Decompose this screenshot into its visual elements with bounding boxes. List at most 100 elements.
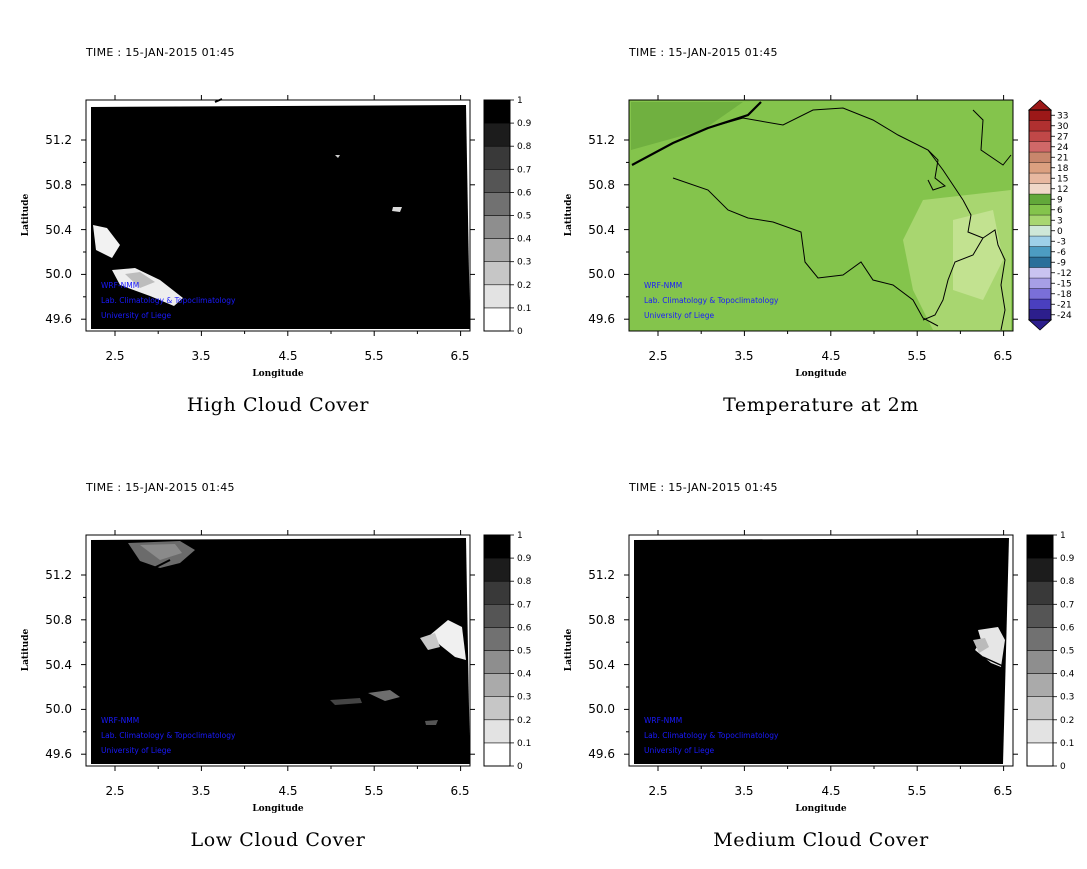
colorbar-label: 0.8: [517, 142, 532, 152]
colorbar-swatch: [1026, 742, 1054, 767]
colorbar-swatch: [1026, 650, 1054, 674]
colorbar-swatch: [1028, 130, 1052, 142]
colorbar-label: 21: [1057, 153, 1068, 163]
colorbar-label: 6: [1057, 206, 1063, 216]
clear-patch: [125, 272, 155, 288]
y-tick-label: 50.8: [45, 178, 72, 192]
x-tick-label: 3.5: [734, 784, 753, 798]
colorbar-swatch: [483, 604, 511, 628]
colorbar-label: 0.1: [517, 304, 531, 314]
colorbar-swatch: [1028, 277, 1052, 289]
colorbar-frame: [1028, 109, 1052, 321]
warm-zone: [631, 102, 743, 150]
panel-temperature-2m: TIME : 15-JAN-2015 01:45 WRF-NMM Lab. Cl…: [543, 0, 1086, 434]
x-tick-label: 3.5: [191, 784, 210, 798]
y-tick-label: 49.6: [45, 747, 72, 761]
colorbar-swatch: [1026, 627, 1054, 651]
y-tick-label: 50.4: [45, 658, 72, 672]
panel-low-cloud-cover: TIME : 15-JAN-2015 01:45 WRF-NMM Lab. Cl…: [0, 435, 543, 869]
credit-line: University of Liege: [644, 311, 714, 320]
colorbar-label: 0.5: [517, 647, 531, 657]
colorbar-swatch: [483, 145, 511, 170]
x-axis-label: Longitude: [252, 369, 304, 379]
x-tick-label: 4.5: [278, 784, 297, 798]
map-plot: WRF-NMM Lab. Climatology & Topoclimatolo…: [21, 95, 532, 379]
cloud-field: [91, 105, 470, 329]
credit-line: WRF-NMM: [101, 281, 139, 290]
colorbar-swatch: [1028, 298, 1052, 310]
colorbar-label: 15: [1057, 174, 1068, 184]
y-ticks: 51.2 50.8 50.4 50.0 49.6: [45, 133, 72, 326]
x-tick-label: 5.5: [364, 349, 383, 363]
y-tick-label: 50.0: [588, 702, 615, 716]
colorbar-swatch: [1028, 256, 1052, 268]
x-ticks: 2.5 3.5 4.5 5.5 6.5: [648, 784, 1012, 798]
colorbar-label: 12: [1057, 185, 1068, 195]
colorbar-swatch: [483, 238, 511, 262]
credit-line: WRF-NMM: [644, 281, 682, 290]
colorbar-swatch: [1028, 109, 1052, 121]
x-axis-label: Longitude: [252, 804, 304, 814]
credit-line: University of Liege: [644, 746, 714, 755]
colorbar-swatch: [483, 192, 511, 216]
clear-patch: [330, 698, 362, 705]
x-tick-label: 2.5: [648, 349, 667, 363]
x-tick-label: 6.5: [993, 349, 1012, 363]
colorbar-arrow: [1027, 319, 1053, 331]
colorbar-label: 0.7: [517, 600, 531, 610]
colorbar-label: 0.6: [517, 188, 532, 198]
colorbar-label: -15: [1057, 279, 1072, 289]
x-tick-label: 5.5: [364, 784, 383, 798]
colorbar-swatch: [1028, 204, 1052, 216]
colorbar-label: 0.5: [1060, 647, 1074, 657]
clear-patch: [368, 690, 400, 701]
colorbar-label: 30: [1057, 122, 1069, 132]
colorbar-label: 0.2: [517, 716, 531, 726]
colorbar-label: 0: [517, 762, 523, 772]
y-tick-label: 50.8: [45, 613, 72, 627]
colorbar-label: 3: [1057, 216, 1063, 226]
colorbar-label: 33: [1057, 111, 1068, 121]
border-line: [972, 109, 1012, 166]
y-axis-label: Latitude: [21, 629, 31, 672]
y-tick-label: 50.4: [45, 223, 72, 237]
credit-line: WRF-NMM: [644, 716, 682, 725]
colorbar-swatch: [483, 122, 511, 147]
colorbar-swatch: [1026, 673, 1054, 697]
panel-title: High Cloud Cover: [186, 394, 370, 416]
x-tick-label: 2.5: [105, 784, 124, 798]
map-plot: WRF-NMM Lab. Climatology & Topoclimatolo…: [564, 530, 1075, 814]
x-tick-label: 2.5: [105, 349, 124, 363]
x-tick-label: 4.5: [821, 784, 840, 798]
cloud-field: [91, 538, 470, 764]
clear-patch: [430, 620, 466, 660]
time-label: TIME : 15-JAN-2015 01:45: [629, 481, 778, 494]
y-tick-label: 49.6: [588, 312, 615, 326]
border-line: [214, 98, 223, 103]
x-tick-label: 5.5: [907, 784, 926, 798]
y-tick-label: 50.8: [588, 613, 615, 627]
colorbar: -24-21-18-15-12-9-6-30369121518212427303…: [1027, 99, 1072, 331]
x-tick-label: 4.5: [821, 349, 840, 363]
colorbar-label: 1: [517, 531, 523, 541]
map-plot: WRF-NMM Lab. Climatology & Topoclimatolo…: [21, 530, 532, 814]
colorbar-label: 0.9: [517, 119, 532, 129]
x-ticks: 2.5 3.5 4.5 5.5 6.5: [105, 349, 469, 363]
colorbar-label: 0.1: [1060, 739, 1074, 749]
x-tick-label: 3.5: [734, 349, 753, 363]
credit-line: Lab. Climatology & Topoclimatology: [644, 731, 779, 740]
colorbar-label: -18: [1057, 290, 1072, 300]
x-tick-label: 4.5: [278, 349, 297, 363]
clear-patch: [975, 627, 1005, 667]
colorbar-swatch: [1028, 193, 1052, 205]
credit-line: University of Liege: [101, 311, 171, 320]
colorbar-swatch: [1028, 288, 1052, 300]
colorbar-swatch: [483, 99, 511, 124]
time-label: TIME : 15-JAN-2015 01:45: [629, 46, 778, 59]
credit-line: Lab. Climatology & Topoclimatology: [101, 296, 236, 305]
colorbar-swatch: [1028, 151, 1052, 163]
colorbar-swatch: [1028, 172, 1052, 184]
y-tick-label: 49.6: [588, 747, 615, 761]
credit-line: Lab. Climatology & Topoclimatology: [101, 731, 236, 740]
y-tick-label: 50.8: [588, 178, 615, 192]
